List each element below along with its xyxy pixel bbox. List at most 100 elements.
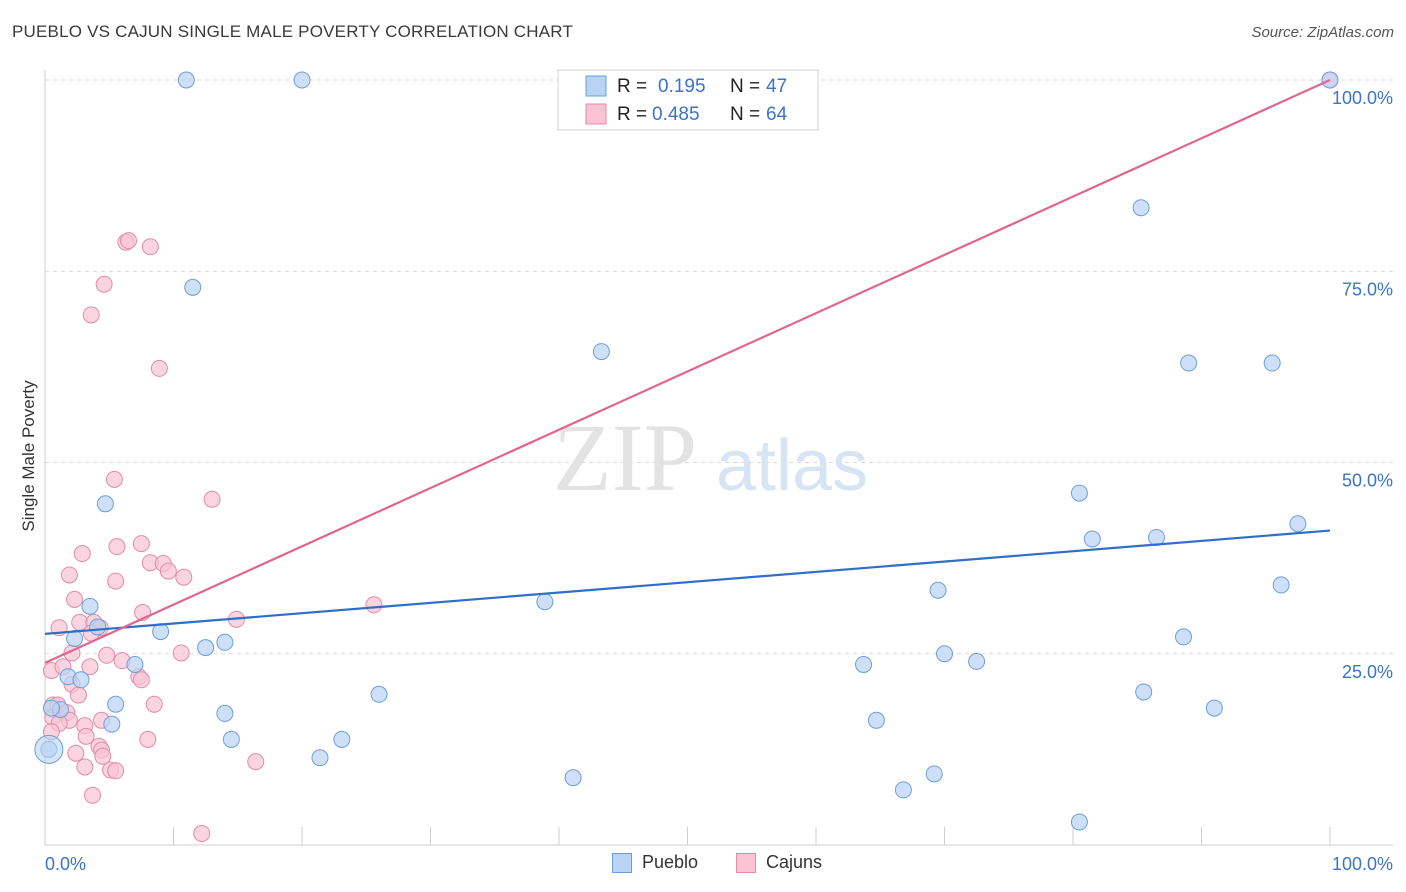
- pueblo-point-32: [1205, 699, 1223, 717]
- pueblo-point-14: [929, 581, 947, 599]
- watermark-zip: ZIP: [553, 404, 697, 511]
- legend-cajun-r-label: R =: [617, 104, 647, 125]
- tick-labels: 25.0% 50.0% 75.0% 100.0% 0.0% 100.0%: [45, 88, 1393, 874]
- pueblo-point-4: [184, 278, 202, 296]
- legend-pueblo-swatch: [585, 75, 607, 97]
- cajun-point-37: [69, 686, 87, 704]
- cajun-point-15: [175, 568, 193, 586]
- cajun-point-38: [145, 695, 163, 713]
- legend-pueblo-r-value: 0.195: [658, 76, 706, 97]
- cajun-point-16: [60, 566, 78, 584]
- cajun-point-48: [77, 727, 95, 745]
- chart-title: PUEBLO VS CAJUN SINGLE MALE POVERTY CORR…: [12, 22, 574, 41]
- pueblo-point-26: [855, 655, 873, 673]
- cajun-point-18: [66, 590, 84, 608]
- pueblo-point-39: [333, 730, 351, 748]
- pueblo-point-42: [925, 765, 943, 783]
- cajun-point-11: [73, 545, 91, 563]
- cajun-point-6: [150, 359, 168, 377]
- legend-bottom: Pueblo Cajuns: [0, 852, 1406, 880]
- pueblo-point-16: [536, 593, 554, 611]
- pueblo-point-9: [1289, 515, 1307, 533]
- pueblo-point-37: [103, 715, 121, 733]
- cajun-point-54: [94, 747, 112, 765]
- legend-label-cajuns: Cajuns: [766, 852, 823, 872]
- pueblo-point-large: [34, 734, 64, 764]
- pueblo-point-3: [1132, 199, 1150, 217]
- pueblo-point-41: [311, 749, 329, 767]
- pueblo-point-1: [293, 71, 311, 89]
- pueblo-point-17: [89, 618, 107, 636]
- pueblo-point-20: [216, 633, 234, 651]
- cajun-point-49: [139, 730, 157, 748]
- grid-layer: [45, 79, 1393, 655]
- trend-lines: [44, 78, 1331, 664]
- legend-pueblo-r-label: R =: [617, 76, 647, 97]
- pueblo-point-44: [894, 781, 912, 799]
- legend-top: R = 0.195 N = 47 R = 0.485 N = 64: [557, 69, 819, 131]
- pueblo-point-29: [370, 685, 388, 703]
- legend-pueblo-n-label: N =: [730, 76, 760, 97]
- pueblo-point-25: [126, 655, 144, 673]
- pueblo-point-28: [72, 671, 90, 689]
- cajun-point-53: [247, 753, 265, 771]
- y-tick-label-0: 25.0%: [1342, 662, 1393, 682]
- x-tick-label-0: 0.0%: [45, 854, 86, 874]
- y-tick-label-2: 75.0%: [1342, 279, 1393, 299]
- x-tick-label-1: 100.0%: [1332, 854, 1393, 874]
- pueblo-point-15: [81, 597, 99, 615]
- pueblo-point-8: [1070, 484, 1088, 502]
- pueblo-point-12: [96, 495, 114, 513]
- cajun-trend-line: [44, 78, 1331, 664]
- pueblo-point-43: [564, 769, 582, 787]
- pueblo-point-21: [197, 639, 215, 657]
- pueblo-points: [34, 71, 1339, 831]
- cajun-point-19: [365, 596, 383, 614]
- cajun-point-2: [120, 232, 138, 250]
- cajun-point-7: [105, 470, 123, 488]
- legend-label-pueblo: Pueblo: [642, 852, 699, 872]
- cajun-point-5: [82, 306, 100, 324]
- legend-cajun-swatch: [585, 103, 607, 125]
- cajun-point-52: [67, 744, 85, 762]
- cajun-point-9: [132, 535, 150, 553]
- cajun-point-14: [159, 562, 177, 580]
- pueblo-point-24: [968, 652, 986, 670]
- pueblo-point-34: [42, 699, 60, 717]
- pueblo-point-13: [1272, 576, 1290, 594]
- cajun-point-32: [81, 658, 99, 676]
- watermark: ZIP atlas: [553, 404, 868, 511]
- cajun-point-10: [108, 538, 126, 556]
- legend-pueblo-n-value: 47: [766, 76, 787, 97]
- legend-item-cajuns: Cajuns: [736, 852, 822, 873]
- cajun-point-58: [84, 786, 102, 804]
- legend-cajun-r-value: 0.485: [652, 104, 700, 125]
- cajun-point-35: [132, 671, 150, 689]
- pueblo-point-36: [867, 711, 885, 729]
- legend-item-pueblo: Pueblo: [612, 852, 698, 873]
- cajun-point-8: [203, 490, 221, 508]
- cajun-point-55: [76, 758, 94, 776]
- cajun-point-29: [98, 646, 116, 664]
- cajun-point-59: [193, 825, 211, 843]
- cajun-point-3: [141, 238, 159, 256]
- pueblo-point-6: [1180, 354, 1198, 372]
- pueblo-point-22: [1175, 628, 1193, 646]
- legend-cajun-n-label: N =: [730, 104, 760, 125]
- cajun-point-27: [172, 644, 190, 662]
- legend-swatch-cajuns: [736, 852, 756, 873]
- pueblo-point-38: [222, 730, 240, 748]
- pueblo-trend-line: [44, 529, 1331, 635]
- pueblo-point-35: [216, 704, 234, 722]
- cajun-point-57: [107, 762, 125, 780]
- pueblo-point-31: [107, 695, 125, 713]
- watermark-atlas: atlas: [716, 426, 868, 506]
- legend-cajun-n-value: 64: [766, 104, 788, 125]
- pueblo-point-23: [936, 645, 953, 663]
- pueblo-point-10: [1083, 530, 1101, 548]
- legend-swatch-pueblo: [612, 852, 632, 873]
- y-tick-label-3: 100.0%: [1332, 88, 1393, 108]
- pueblo-point-5: [592, 343, 610, 361]
- source-label: Source: ZipAtlas.com: [1251, 24, 1394, 41]
